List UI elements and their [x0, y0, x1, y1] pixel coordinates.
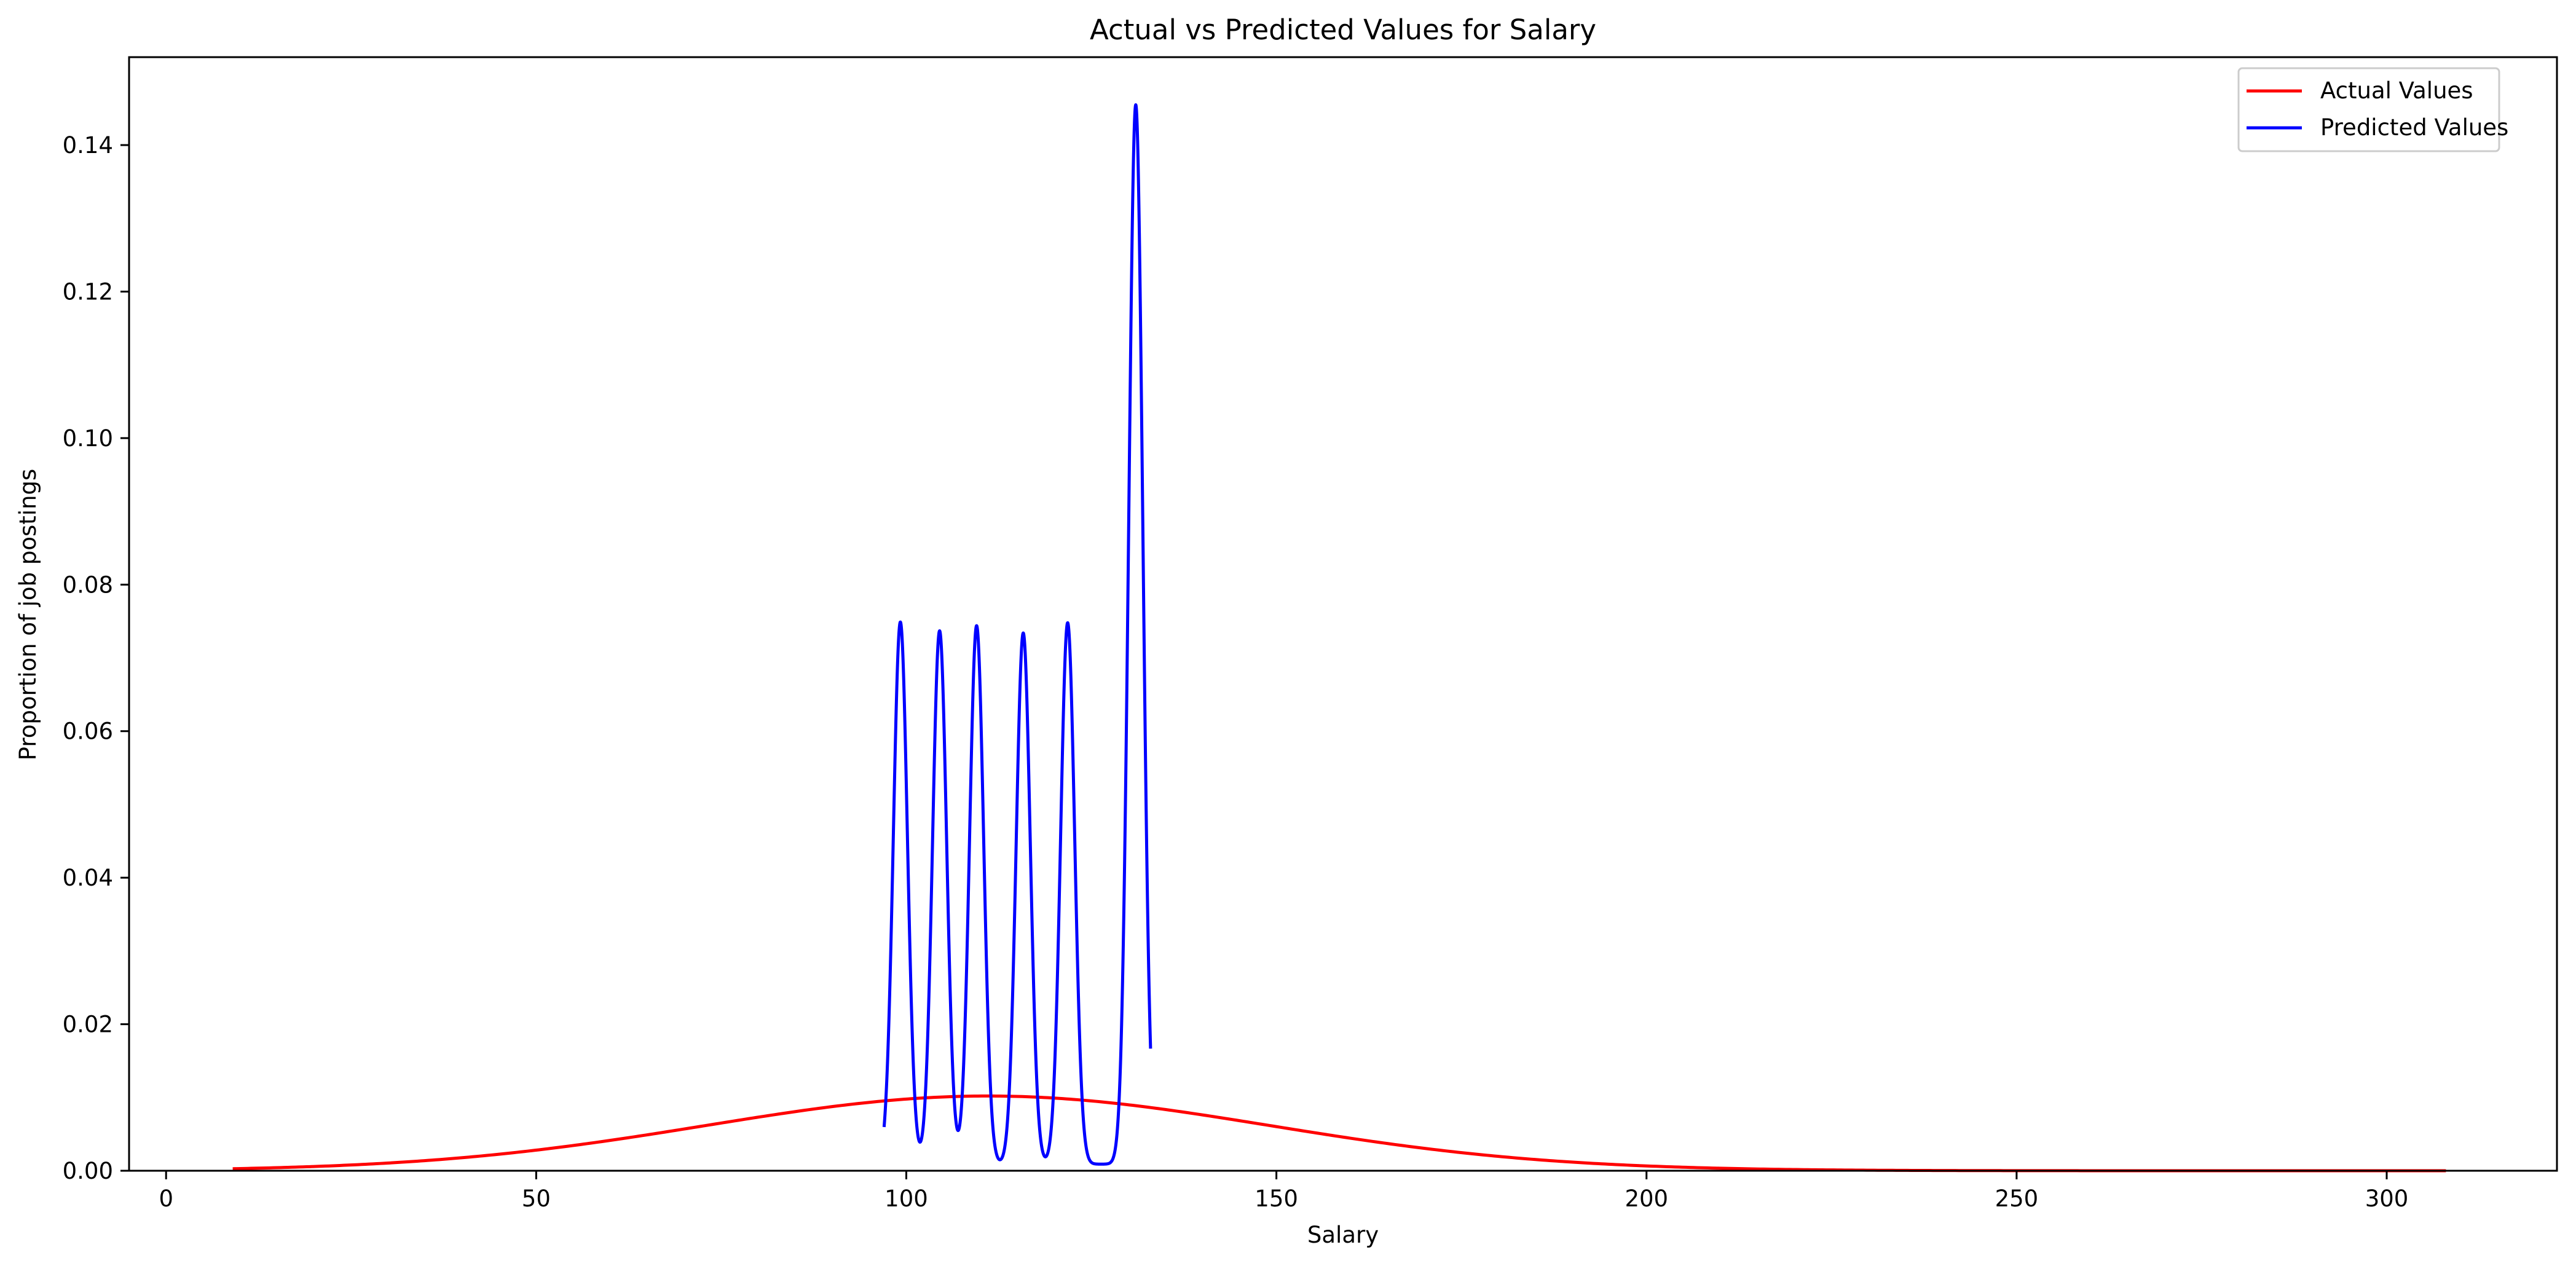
x-tick-label: 150 [1255, 1185, 1298, 1212]
legend-box [2237, 67, 2500, 152]
y-tick-label: 0.02 [63, 1012, 113, 1038]
x-tick-label: 100 [884, 1185, 928, 1212]
x-tick-label: 200 [1625, 1185, 1668, 1212]
legend-label-predicted: Predicted Values [2320, 114, 2508, 141]
y-tick-label: 0.00 [63, 1158, 113, 1184]
x-tick-label: 50 [522, 1185, 551, 1212]
y-tick-label: 0.10 [63, 425, 113, 452]
x-tick-label: 0 [159, 1185, 173, 1212]
y-tick-label: 0.08 [63, 572, 113, 598]
x-tick-label: 300 [2365, 1185, 2409, 1212]
axes-frame [128, 56, 2558, 1172]
y-axis-label: Proportion of job postings [15, 469, 41, 761]
y-tick-label: 0.14 [63, 132, 113, 159]
x-axis-label: Salary [1307, 1222, 1379, 1248]
y-tick-label: 0.04 [63, 865, 113, 891]
chart-title: Actual vs Predicted Values for Salary [1090, 14, 1596, 46]
axis-ticks: 0 50 100 150 200 250 300 0.00 0.02 0.04 0.06 0.08 0.… [63, 132, 2409, 1212]
x-tick-label: 250 [1995, 1185, 2039, 1212]
legend: Actual Values Predicted Values [2237, 67, 2508, 152]
y-tick-label: 0.06 [63, 718, 113, 745]
series-line-predicted [882, 103, 1152, 1166]
legend-label-actual: Actual Values [2320, 77, 2473, 104]
y-tick-label: 0.12 [63, 278, 113, 305]
